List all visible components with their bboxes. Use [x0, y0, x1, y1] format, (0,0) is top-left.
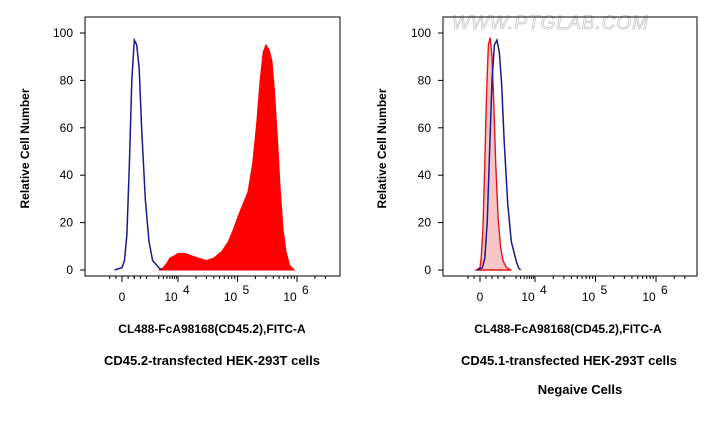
- x-tick-label: 10: [224, 290, 238, 304]
- x-tick-exponent: 4: [183, 283, 190, 297]
- x-tick-label: 0: [477, 290, 484, 304]
- y-tick-label: 60: [60, 121, 74, 135]
- x-axis-label-left: CL488-FcA98168(CD45.2),FITC-A: [118, 322, 306, 336]
- plot-frame: [442, 16, 698, 277]
- y-tick-label: 40: [418, 168, 432, 182]
- y-axis-label: Relative Cell Number: [375, 88, 389, 208]
- caption-right: CD45.1-transfected HEK-293T cells: [461, 353, 677, 368]
- histogram-control-outline: [477, 37, 522, 271]
- plot-frame: [84, 16, 341, 277]
- histogram-control-outline: [114, 37, 162, 271]
- y-axis-label: Relative Cell Number: [18, 88, 32, 208]
- y-tick-label: 40: [60, 168, 74, 182]
- caption-left: CD45.2-transfected HEK-293T cells: [104, 353, 320, 368]
- y-tick-label: 20: [60, 216, 74, 230]
- x-tick-label: 10: [642, 290, 656, 304]
- x-tick-label: 10: [283, 290, 297, 304]
- y-tick-label: 100: [411, 26, 431, 40]
- y-tick-label: 80: [60, 73, 74, 87]
- histogram-positive: [158, 43, 296, 271]
- x-tick-label: 10: [582, 290, 596, 304]
- subcaption-right: Negaive Cells: [538, 382, 623, 397]
- y-tick-label: 80: [418, 73, 432, 87]
- y-tick-label: 0: [424, 263, 431, 277]
- x-tick-label: 10: [164, 290, 178, 304]
- y-tick-label: 100: [53, 26, 73, 40]
- watermark: WWW.PTGLAB.COM: [452, 13, 649, 34]
- histogram-negative: [474, 37, 512, 271]
- x-tick-label: 0: [119, 290, 126, 304]
- x-tick-exponent: 6: [302, 283, 309, 297]
- x-axis-label-right: CL488-FcA98168(CD45.2),FITC-A: [474, 322, 662, 336]
- x-tick-exponent: 6: [661, 283, 668, 297]
- y-tick-label: 60: [418, 121, 432, 135]
- x-tick-exponent: 4: [540, 283, 547, 297]
- x-tick-label: 10: [521, 290, 535, 304]
- x-tick-exponent: 5: [601, 283, 608, 297]
- y-tick-label: 0: [66, 263, 73, 277]
- x-tick-exponent: 5: [243, 283, 250, 297]
- y-tick-label: 20: [418, 216, 432, 230]
